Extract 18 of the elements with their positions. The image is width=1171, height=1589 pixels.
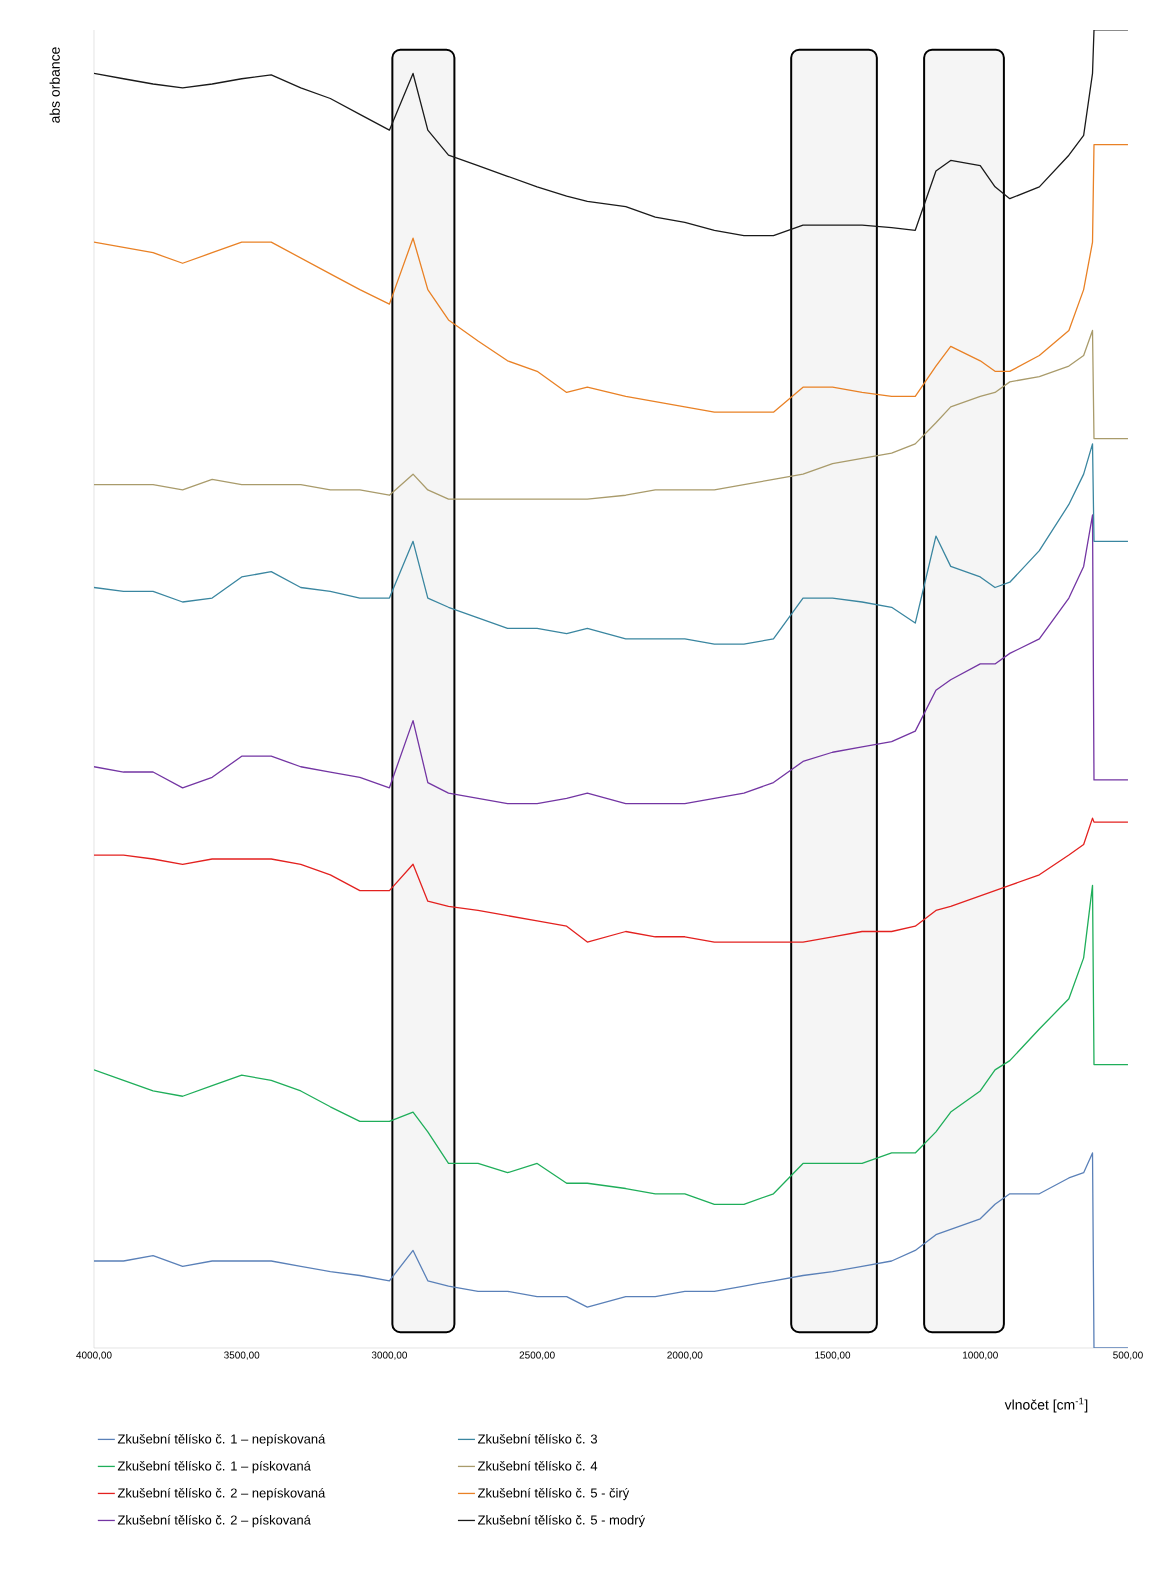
legend-label: Zkušební tělísko č. 4 xyxy=(477,1460,598,1471)
legend-label: Zkušební tělísko č. 5 - čirý xyxy=(477,1487,630,1501)
legend-label: Zkušební tělísko č. 2 – pískovaná xyxy=(117,1514,311,1528)
legend-label: Zkušební tělísko č. 1 – pískovaná xyxy=(117,1460,311,1474)
x-axis-title: vlnočet [cm$^{-1}$] xyxy=(1004,1397,1088,1413)
x-tick-label: 3000,00 xyxy=(371,1351,408,1360)
x-tick-label: 500,00 xyxy=(1113,1351,1143,1360)
x-tick-label: 1500,00 xyxy=(815,1351,851,1360)
x-tick-label: 2500,00 xyxy=(519,1351,555,1360)
x-tick-label: 2000,00 xyxy=(667,1351,703,1360)
legend-label: Zkušební tělísko č. 5 - modrý xyxy=(477,1514,646,1528)
x-tick-label: 1000,00 xyxy=(963,1351,998,1360)
legend-label: Zkušební tělísko č. 2 – nepískovaná xyxy=(117,1487,326,1501)
x-tick-label: 3500,00 xyxy=(224,1351,260,1360)
y-axis-title: abs orbance xyxy=(49,47,60,123)
legend-label: Zkušební tělísko č. 1 – nepískovaná xyxy=(117,1433,326,1447)
x-tick-label: 4000,00 xyxy=(76,1351,112,1360)
legend-label: Zkušební tělísko č. 3 xyxy=(477,1433,597,1444)
